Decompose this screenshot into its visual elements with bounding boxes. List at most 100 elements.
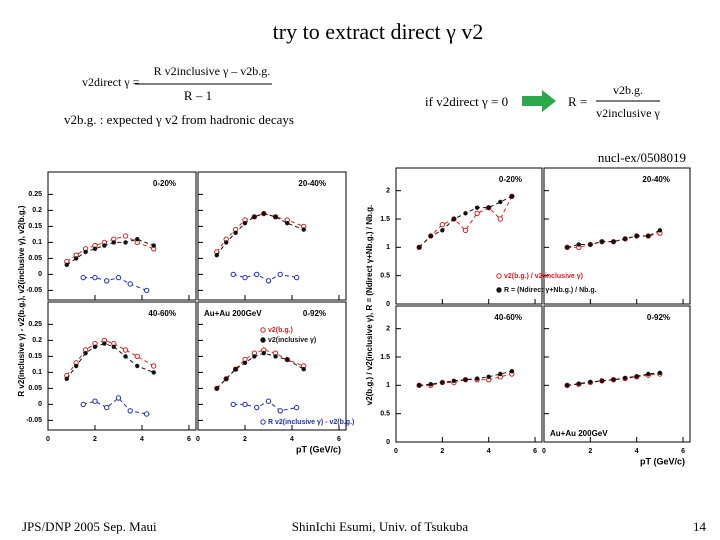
panel-label: 0-20% <box>153 179 176 188</box>
data-point <box>509 194 515 199</box>
data-point <box>73 363 79 369</box>
data-point <box>576 381 581 386</box>
y-tick-label: 1.5 <box>380 216 390 223</box>
series-line <box>418 196 513 248</box>
data-point <box>122 347 129 353</box>
data-point <box>265 278 272 284</box>
data-point <box>230 401 236 408</box>
data-point <box>214 253 219 258</box>
y-tick-label: 0 <box>38 271 42 278</box>
panel-label: 0-20% <box>499 175 522 184</box>
legend-label: R = (Ndirect γ+Nb.g.) / Nb.g. <box>504 287 597 294</box>
note: v2b.g. : expected γ v2 from hadronic dec… <box>64 112 294 127</box>
legend-marker <box>260 419 266 425</box>
x-tick-label: 6 <box>187 436 191 443</box>
data-point <box>509 368 515 374</box>
data-point <box>233 367 238 372</box>
panel-frame <box>395 167 543 305</box>
data-point <box>123 354 128 359</box>
data-point <box>463 377 468 382</box>
series-line <box>233 400 297 412</box>
data-point <box>646 371 651 377</box>
panel-frame <box>543 167 691 305</box>
data-point <box>83 249 88 255</box>
formula-denominator: R – 1 <box>184 88 212 103</box>
condition: if v2direct γ = 0 <box>425 94 508 109</box>
data-point <box>73 256 79 261</box>
series-line <box>418 195 513 248</box>
x-tick-label: 0 <box>46 436 50 443</box>
data-point <box>277 408 283 414</box>
series-line <box>216 213 304 256</box>
data-point <box>451 216 457 222</box>
panel-frame <box>47 171 197 301</box>
y-tick-label: 0.5 <box>380 273 390 280</box>
data-point <box>634 374 639 379</box>
series-line <box>567 229 661 248</box>
data-point <box>634 233 639 239</box>
x-tick-label: 0 <box>394 448 398 455</box>
data-point <box>293 274 300 281</box>
series-line <box>66 235 154 263</box>
data-point <box>111 344 116 349</box>
reference: nucl-ex/0508019 <box>598 150 686 165</box>
x-tick-label: 2 <box>243 436 247 443</box>
panel-frame <box>543 305 691 443</box>
data-point <box>440 228 445 233</box>
data-point <box>83 351 88 356</box>
y-tick-label: 0 <box>386 439 390 446</box>
y-tick-label: 0.2 <box>32 207 42 214</box>
y-tick-label: -0.05 <box>26 287 42 294</box>
data-point <box>80 401 86 408</box>
y-tick-label: 1.5 <box>380 354 390 361</box>
x-axis-label: pT (GeV/c) <box>640 456 685 466</box>
data-point <box>233 230 238 235</box>
data-point <box>254 271 260 278</box>
data-point <box>261 351 266 356</box>
data-point <box>564 245 570 250</box>
x-tick-label: 6 <box>533 448 537 455</box>
y-tick-label: 0.1 <box>32 369 42 376</box>
slide-title: try to extract direct γ v2 <box>273 19 484 44</box>
formula-lhs: v2direct γ = <box>82 75 140 89</box>
data-point <box>127 281 133 287</box>
data-point <box>273 354 278 359</box>
ratio-numerator: v2b.g. <box>613 83 643 97</box>
data-point <box>111 240 116 245</box>
x-tick-label: 0 <box>196 436 200 443</box>
x-tick-label: 4 <box>290 436 294 443</box>
data-point <box>64 262 69 267</box>
data-point <box>151 243 156 248</box>
legend-marker <box>260 327 266 333</box>
y-tick-label: 0 <box>38 401 42 408</box>
data-point <box>564 383 570 388</box>
series-line <box>66 343 154 380</box>
data-point <box>599 239 605 244</box>
legend-marker <box>496 273 502 279</box>
legend-label: R v2(inclusive γ) - v2(b.g.) <box>268 419 354 426</box>
x-tick-label: 4 <box>487 448 491 455</box>
data-point <box>252 214 257 219</box>
y-axis-label: R v2(inclusive γ) - v2(b.g.), v2(inclusi… <box>17 205 26 397</box>
data-point <box>151 363 157 369</box>
data-point <box>214 386 219 391</box>
x-axis-label: pT (GeV/c) <box>296 444 341 454</box>
data-point <box>474 210 480 217</box>
y-tick-label: 0.05 <box>28 255 42 262</box>
data-point <box>657 228 663 233</box>
y-axis-label: v2(b.g.) / v2(inclusive γ), R = (Ndirect… <box>365 205 374 405</box>
data-point <box>92 274 98 281</box>
data-point <box>576 242 581 247</box>
data-point <box>498 199 503 205</box>
legend-label: v2(b.g.) / v2(inclusive γ) <box>504 273 583 280</box>
panel-label: 40-60% <box>148 309 176 318</box>
panel-label: 0-92% <box>303 309 326 318</box>
panel-frame <box>395 305 543 443</box>
data-point <box>135 363 140 369</box>
data-point <box>135 237 140 242</box>
data-point <box>80 274 86 281</box>
panel-label: 40-60% <box>494 313 522 322</box>
data-point <box>599 378 605 383</box>
data-point <box>64 376 69 381</box>
